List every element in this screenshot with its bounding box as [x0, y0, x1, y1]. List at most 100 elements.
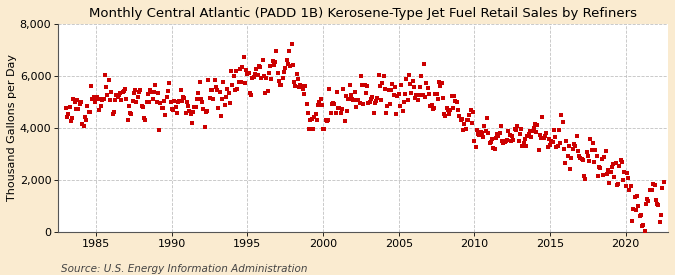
Point — [176, 88, 186, 92]
Point — [418, 62, 429, 67]
Point — [437, 96, 448, 100]
Point — [296, 83, 307, 88]
Point — [658, 180, 669, 184]
Point — [566, 155, 577, 160]
Point — [539, 136, 549, 141]
Point — [238, 55, 249, 59]
Point — [575, 156, 586, 160]
Point — [543, 137, 554, 141]
Point — [68, 97, 79, 101]
Point — [651, 198, 661, 202]
Point — [546, 139, 557, 143]
Point — [236, 80, 246, 84]
Point — [270, 60, 281, 65]
Point — [196, 100, 207, 104]
Point — [555, 140, 566, 145]
Point — [562, 154, 573, 159]
Point — [277, 76, 288, 80]
Point — [414, 85, 425, 89]
Point — [400, 92, 410, 97]
Point — [398, 100, 409, 104]
Point — [599, 155, 610, 160]
Point — [354, 101, 365, 106]
Point — [343, 97, 354, 101]
Point — [202, 109, 213, 113]
Point — [64, 105, 75, 110]
Point — [260, 90, 271, 95]
Point — [342, 109, 352, 114]
Point — [445, 108, 456, 112]
Point — [344, 83, 355, 87]
Point — [605, 169, 616, 174]
Point — [454, 114, 464, 118]
Point — [282, 62, 293, 66]
Point — [589, 160, 599, 165]
Point — [452, 100, 462, 104]
Point — [433, 96, 443, 101]
Point — [527, 129, 538, 134]
Point — [67, 116, 78, 120]
Point — [189, 105, 200, 109]
Point — [306, 117, 317, 122]
Point — [138, 105, 148, 109]
Point — [500, 139, 510, 144]
Point — [407, 79, 418, 83]
Point — [118, 89, 129, 93]
Point — [481, 129, 491, 133]
Point — [645, 188, 656, 192]
Point — [310, 112, 321, 117]
Point — [410, 96, 421, 100]
Point — [333, 106, 344, 111]
Point — [193, 91, 204, 95]
Point — [406, 91, 416, 95]
Point — [565, 166, 576, 171]
Point — [624, 188, 635, 192]
Point — [591, 154, 602, 158]
Point — [431, 92, 442, 96]
Point — [616, 160, 627, 164]
Point — [580, 176, 591, 181]
Point — [376, 98, 387, 103]
Point — [160, 112, 171, 117]
Point — [86, 83, 97, 88]
Point — [612, 183, 622, 187]
Point — [324, 87, 335, 92]
Point — [483, 131, 493, 135]
Point — [500, 139, 511, 144]
Point — [495, 124, 506, 128]
Point — [138, 116, 149, 120]
Point — [520, 143, 531, 148]
Point — [183, 104, 194, 108]
Point — [363, 101, 374, 106]
Point — [284, 49, 294, 53]
Title: Monthly Central Atlantic (PADD 1B) Kerosene-Type Jet Fuel Retail Sales by Refine: Monthly Central Atlantic (PADD 1B) Keros… — [89, 7, 637, 20]
Point — [510, 128, 521, 133]
Point — [391, 112, 402, 117]
Point — [456, 116, 467, 121]
Point — [383, 88, 394, 92]
Point — [146, 90, 157, 94]
Point — [119, 87, 130, 91]
Point — [453, 108, 464, 112]
Point — [369, 101, 380, 106]
Point — [248, 75, 259, 79]
Point — [504, 133, 515, 138]
Point — [475, 130, 486, 134]
Point — [462, 118, 473, 122]
Point — [481, 116, 492, 120]
Point — [70, 100, 80, 104]
Point — [510, 127, 520, 131]
Point — [335, 111, 346, 115]
Point — [203, 78, 214, 82]
Point — [295, 83, 306, 87]
Point — [65, 119, 76, 123]
Point — [506, 139, 516, 143]
Point — [446, 94, 457, 99]
Point — [115, 90, 126, 95]
Point — [396, 82, 406, 87]
Point — [417, 93, 428, 97]
Point — [594, 164, 605, 169]
Point — [487, 137, 497, 141]
Point — [219, 103, 230, 107]
Point — [169, 99, 180, 103]
